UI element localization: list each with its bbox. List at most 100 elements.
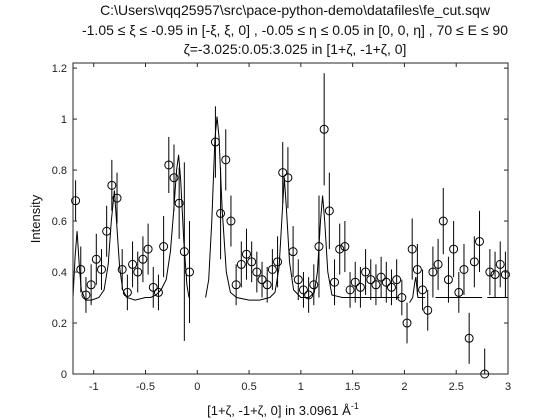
data-point-74 bbox=[475, 236, 485, 246]
data-point-49 bbox=[345, 285, 355, 295]
data-point-42 bbox=[309, 280, 319, 290]
data-point-31 bbox=[252, 267, 262, 277]
x-tick-label: -0.5 bbox=[136, 381, 155, 393]
data-point-35 bbox=[273, 257, 283, 267]
x-tick-label: 1 bbox=[298, 381, 304, 393]
fit-curve-segment-2 bbox=[409, 277, 426, 303]
data-point-66 bbox=[433, 259, 443, 269]
data-point-34 bbox=[267, 264, 277, 274]
data-point-53 bbox=[366, 275, 376, 285]
data-point-50 bbox=[350, 277, 360, 287]
data-point-61 bbox=[407, 244, 417, 254]
data-point-6 bbox=[102, 226, 112, 236]
data-point-39 bbox=[293, 275, 303, 285]
y-tick-label: 0.8 bbox=[52, 165, 67, 177]
data-point-43 bbox=[314, 242, 324, 252]
data-point-25 bbox=[221, 155, 231, 165]
data-point-64 bbox=[423, 305, 433, 315]
data-point-77 bbox=[490, 270, 500, 280]
x-tick-label: 2.5 bbox=[449, 381, 464, 393]
data-point-1 bbox=[76, 264, 86, 274]
data-point-78 bbox=[495, 259, 505, 269]
data-point-58 bbox=[392, 275, 402, 285]
data-point-20 bbox=[174, 198, 184, 208]
data-point-16 bbox=[153, 287, 163, 297]
data-point-70 bbox=[454, 287, 464, 297]
data-point-41 bbox=[304, 290, 314, 300]
y-tick-label: 1 bbox=[61, 114, 67, 126]
data-point-24 bbox=[216, 208, 226, 218]
data-point-68 bbox=[443, 275, 453, 285]
data-point-22 bbox=[185, 267, 195, 277]
data-point-45 bbox=[324, 206, 334, 216]
data-point-51 bbox=[355, 282, 365, 292]
data-point-30 bbox=[247, 257, 257, 267]
x-tick-label: 1.5 bbox=[345, 381, 360, 393]
data-point-79 bbox=[500, 270, 510, 280]
data-point-40 bbox=[298, 285, 308, 295]
data-point-9 bbox=[117, 264, 127, 274]
data-point-11 bbox=[128, 259, 138, 269]
data-point-28 bbox=[236, 259, 246, 269]
data-point-23 bbox=[210, 137, 220, 147]
data-point-15 bbox=[148, 282, 158, 292]
data-point-72 bbox=[464, 333, 474, 343]
data-point-21 bbox=[179, 247, 189, 257]
data-point-27 bbox=[231, 280, 241, 290]
axis-ticks-layer: -1 -0.5 0 0.5 1 1.5 2 2.5 3 0 0.2 0.4 0.6 0.8 1 1.2 bbox=[52, 63, 511, 393]
data-point-62 bbox=[412, 264, 422, 274]
data-point-29 bbox=[241, 249, 251, 259]
y-tick-label: 0.4 bbox=[52, 267, 67, 279]
data-point-57 bbox=[386, 282, 396, 292]
data-point-26 bbox=[226, 216, 236, 226]
y-tick-label: 0 bbox=[61, 369, 67, 381]
data-point-67 bbox=[438, 216, 448, 226]
chart-title-line-2: -1.05 ≤ ξ ≤ -0.95 in [-ξ, ξ, 0] , -0.05 … bbox=[82, 22, 508, 38]
data-point-71 bbox=[459, 264, 469, 274]
x-tick-label: 0.5 bbox=[241, 381, 256, 393]
data-point-32 bbox=[257, 275, 267, 285]
plot-area bbox=[73, 63, 508, 374]
data-point-13 bbox=[138, 254, 148, 264]
data-point-3 bbox=[86, 280, 96, 290]
data-point-60 bbox=[402, 318, 412, 328]
data-point-69 bbox=[449, 244, 459, 254]
data-points-layer bbox=[71, 73, 510, 379]
data-point-37 bbox=[283, 173, 293, 183]
data-point-19 bbox=[169, 173, 179, 183]
data-point-52 bbox=[361, 267, 371, 277]
x-axis-label-superscript: -1 bbox=[351, 401, 359, 411]
x-tick-label: -1 bbox=[89, 381, 99, 393]
data-point-54 bbox=[371, 280, 381, 290]
chart-title-line-1: C:\Users\vqq25957\src\pace-python-demo\d… bbox=[100, 2, 491, 18]
data-point-2 bbox=[81, 290, 91, 300]
chart-title-line-3: ζ=-3.025:0.05:3.025 in [1+ζ, -1+ζ, 0] bbox=[184, 41, 407, 57]
data-point-17 bbox=[159, 242, 169, 252]
x-axis-label: [1+ζ, -1+ζ, 0] in 3.0961 Å-1 bbox=[207, 401, 359, 418]
data-point-4 bbox=[91, 254, 101, 264]
x-tick-label: 3 bbox=[505, 381, 511, 393]
data-point-18 bbox=[164, 160, 174, 170]
data-point-38 bbox=[288, 247, 298, 257]
plot-frame bbox=[72, 62, 509, 375]
data-point-8 bbox=[112, 193, 122, 203]
y-tick-label: 0.6 bbox=[52, 216, 67, 228]
data-point-14 bbox=[143, 244, 153, 254]
data-point-5 bbox=[96, 264, 106, 274]
data-point-12 bbox=[133, 267, 143, 277]
data-point-0 bbox=[71, 196, 81, 206]
data-point-48 bbox=[340, 242, 350, 252]
x-tick-label: 2 bbox=[401, 381, 407, 393]
x-axis-label-main: [1+ζ, -1+ζ, 0] in 3.0961 Å bbox=[207, 403, 351, 418]
data-point-76 bbox=[485, 267, 495, 277]
data-point-59 bbox=[397, 293, 407, 303]
data-point-7 bbox=[107, 180, 117, 190]
x-tick-label: 0 bbox=[194, 381, 200, 393]
data-point-56 bbox=[381, 277, 391, 287]
data-point-47 bbox=[335, 244, 345, 254]
y-axis-label: Intensity bbox=[28, 194, 43, 243]
data-point-33 bbox=[262, 280, 272, 290]
data-point-36 bbox=[278, 168, 288, 178]
